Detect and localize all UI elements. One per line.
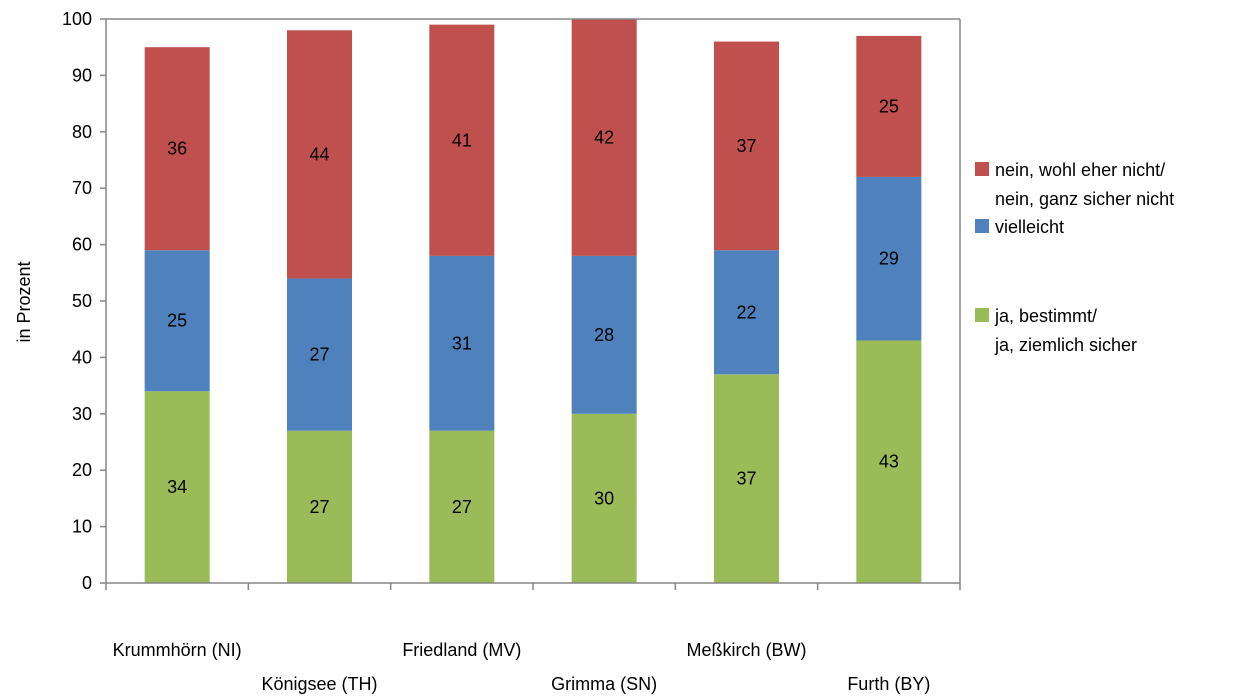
legend-swatch bbox=[975, 219, 989, 233]
bar-segment-2-3 bbox=[429, 255, 495, 431]
bar-segment-3-6 bbox=[856, 35, 922, 177]
category-label: Krummhörn (NI) bbox=[113, 640, 242, 660]
bars-group bbox=[144, 19, 922, 583]
data-label: 25 bbox=[167, 311, 187, 331]
category-label: Friedland (MV) bbox=[402, 640, 521, 660]
bar-segment-2-6 bbox=[856, 176, 922, 341]
y-tick-label: 40 bbox=[72, 347, 92, 367]
legend: nein, wohl eher nicht/nein, ganz sicher … bbox=[975, 160, 1174, 355]
y-tick-label: 60 bbox=[72, 235, 92, 255]
bar-segment-3-3 bbox=[429, 24, 495, 256]
category-label: Königsee (TH) bbox=[261, 674, 377, 694]
legend-label: ja, bestimmt/ bbox=[994, 306, 1097, 326]
y-tick-label: 30 bbox=[72, 404, 92, 424]
data-label: 37 bbox=[736, 469, 756, 489]
data-label: 27 bbox=[309, 345, 329, 365]
data-label: 27 bbox=[309, 497, 329, 517]
bar-segment-2-1 bbox=[144, 250, 210, 392]
data-label: 36 bbox=[167, 139, 187, 159]
legend-swatch bbox=[975, 308, 989, 322]
data-label: 29 bbox=[879, 249, 899, 269]
data-label: 31 bbox=[452, 333, 472, 353]
y-tick-label: 50 bbox=[72, 291, 92, 311]
data-label: 43 bbox=[879, 452, 899, 472]
bar-segment-3-2 bbox=[287, 30, 352, 279]
bar-segment-1-4 bbox=[571, 413, 637, 583]
bar-segment-3-5 bbox=[714, 41, 779, 251]
bar-segment-1-5 bbox=[714, 374, 779, 583]
data-label: 30 bbox=[594, 488, 614, 508]
bar-segment-2-4 bbox=[571, 255, 637, 414]
bar-segment-1-6 bbox=[856, 340, 922, 583]
labels-group: 34 25 36 27 27 44 27 31 41 30 28 42 37 22 37 43 29 25 0 10 2… bbox=[62, 9, 930, 694]
y-tick-label: 100 bbox=[62, 9, 92, 29]
legend-label: ja, ziemlich sicher bbox=[994, 335, 1137, 355]
bar-segment-1-3 bbox=[429, 430, 495, 583]
y-tick-label: 0 bbox=[82, 573, 92, 593]
axes-group bbox=[100, 18, 961, 590]
bar-segment-2-2 bbox=[287, 278, 352, 431]
bar-segment-1-2 bbox=[287, 430, 352, 583]
y-axis-title: in Prozent bbox=[14, 261, 34, 342]
legend-swatch bbox=[975, 162, 989, 176]
category-label: Grimma (SN) bbox=[551, 674, 657, 694]
y-tick-label: 80 bbox=[72, 122, 92, 142]
category-label: Furth (BY) bbox=[847, 674, 930, 694]
bar-segment-3-4 bbox=[571, 19, 637, 256]
data-label: 25 bbox=[879, 96, 899, 116]
legend-label: nein, ganz sicher nicht bbox=[995, 189, 1174, 209]
y-tick-label: 70 bbox=[72, 178, 92, 198]
data-label: 42 bbox=[594, 127, 614, 147]
data-label: 27 bbox=[452, 497, 472, 517]
y-tick-label: 90 bbox=[72, 65, 92, 85]
data-label: 41 bbox=[452, 130, 472, 150]
y-tick-label: 10 bbox=[72, 517, 92, 537]
data-label: 44 bbox=[309, 144, 329, 164]
bar-segment-2-5 bbox=[714, 250, 779, 375]
data-label: 28 bbox=[594, 325, 614, 345]
y-tick-label: 20 bbox=[72, 460, 92, 480]
legend-label: nein, wohl eher nicht/ bbox=[995, 160, 1165, 180]
bar-segment-3-1 bbox=[144, 47, 210, 251]
legend-label: vielleicht bbox=[995, 217, 1064, 237]
category-label: Meßkirch (BW) bbox=[687, 640, 807, 660]
data-label: 22 bbox=[736, 302, 756, 322]
data-label: 34 bbox=[167, 477, 187, 497]
data-label: 37 bbox=[736, 136, 756, 156]
bar-segment-1-1 bbox=[144, 391, 210, 583]
